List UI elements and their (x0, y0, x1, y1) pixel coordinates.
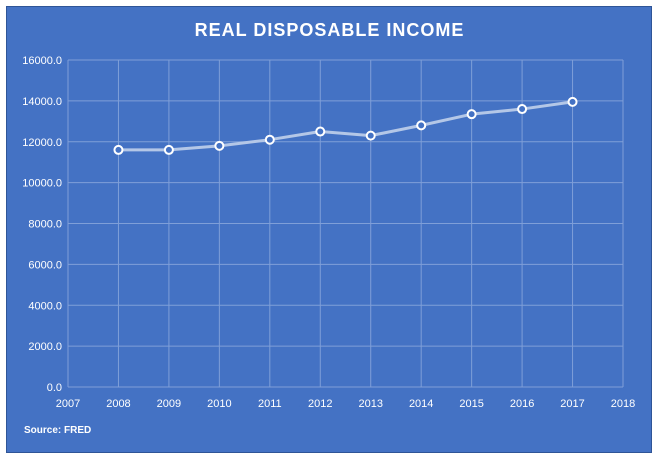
x-tick-label: 2016 (510, 398, 534, 410)
x-tick-label: 2018 (611, 398, 635, 410)
y-tick-label: 4000.0 (28, 300, 62, 312)
data-point (163, 144, 174, 155)
x-tick-label: 2008 (106, 398, 130, 410)
y-tick-label: 0.0 (47, 382, 62, 394)
y-tick-label: 6000.0 (28, 259, 62, 271)
x-tick-label: 2017 (560, 398, 584, 410)
data-point (365, 130, 376, 141)
chart-title: REAL DISPOSABLE INCOME (194, 20, 465, 40)
x-tick-label: 2013 (358, 398, 382, 410)
source-note: Source: FRED (24, 425, 92, 436)
x-tick-label: 2014 (409, 398, 433, 410)
series-line (118, 100, 573, 152)
x-tick-label: 2007 (56, 398, 80, 410)
data-point (466, 109, 477, 120)
data-point (214, 140, 225, 151)
data-point (113, 144, 124, 155)
data-point (517, 104, 528, 115)
y-tick-label: 12000.0 (22, 137, 62, 149)
y-tick-label: 2000.0 (28, 341, 62, 353)
y-tick-label: 8000.0 (28, 219, 62, 231)
x-tick-label: 2010 (207, 398, 231, 410)
y-tick-label: 10000.0 (22, 178, 62, 190)
x-tick-label: 2012 (308, 398, 332, 410)
x-tick-label: 2011 (258, 398, 282, 410)
chart-frame (6, 6, 652, 453)
y-tick-label: 16000.0 (22, 55, 62, 67)
data-point (264, 134, 275, 145)
x-tick-label: 2009 (157, 398, 181, 410)
data-point (567, 96, 578, 107)
data-point (416, 120, 427, 131)
y-tick-label: 14000.0 (22, 96, 62, 108)
x-tick-label: 2015 (459, 398, 483, 410)
data-point (315, 126, 326, 137)
